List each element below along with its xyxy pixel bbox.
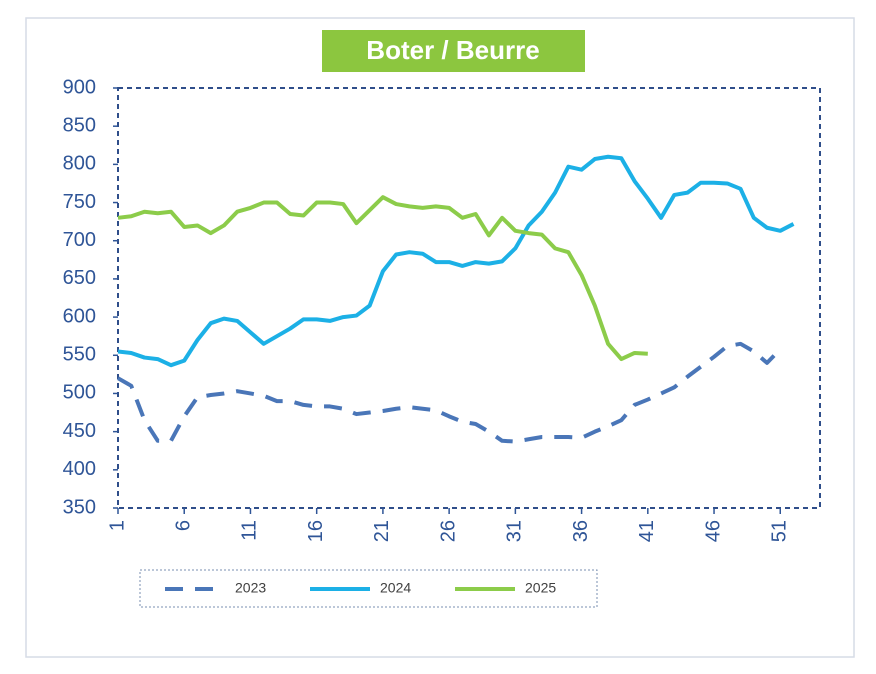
series-line xyxy=(117,341,782,444)
chart-title: Boter / Beurre xyxy=(366,35,539,65)
legend-box xyxy=(139,569,598,608)
plot-frame xyxy=(117,87,821,509)
x-tick-label: 6 xyxy=(173,520,195,531)
x-tick-label: 51 xyxy=(769,520,791,542)
legend-label: 2023 xyxy=(235,580,266,596)
y-tick-label: 350 xyxy=(63,496,96,518)
y-tick-label: 650 xyxy=(63,267,96,289)
y-tick-label: 800 xyxy=(63,153,96,175)
x-tick-label: 41 xyxy=(636,520,658,542)
x-tick-label: 1 xyxy=(106,520,128,531)
title-box xyxy=(322,30,585,72)
y-tick-label: 600 xyxy=(63,305,96,327)
y-tick-label: 700 xyxy=(63,229,96,251)
legend-label: 2025 xyxy=(525,580,556,596)
x-tick-label: 16 xyxy=(305,520,327,542)
x-tick-label: 46 xyxy=(702,520,724,542)
legend-label: 2024 xyxy=(380,580,411,596)
x-tick-label: 36 xyxy=(570,520,592,542)
y-tick-label: 750 xyxy=(63,191,96,213)
y-tick-label: 500 xyxy=(63,382,96,404)
series-line xyxy=(117,154,795,368)
x-tick-label: 11 xyxy=(239,520,261,541)
series-line xyxy=(117,195,648,362)
y-tick-label: 400 xyxy=(63,458,96,480)
y-tick-label: 900 xyxy=(63,76,96,98)
x-tick-label: 26 xyxy=(437,520,459,542)
y-tick-label: 550 xyxy=(63,344,96,366)
x-tick-label: 31 xyxy=(504,520,526,542)
chart-panel xyxy=(25,17,855,658)
x-tick-label: 21 xyxy=(371,520,393,542)
y-tick-label: 450 xyxy=(63,420,96,442)
y-tick-label: 850 xyxy=(63,114,96,136)
